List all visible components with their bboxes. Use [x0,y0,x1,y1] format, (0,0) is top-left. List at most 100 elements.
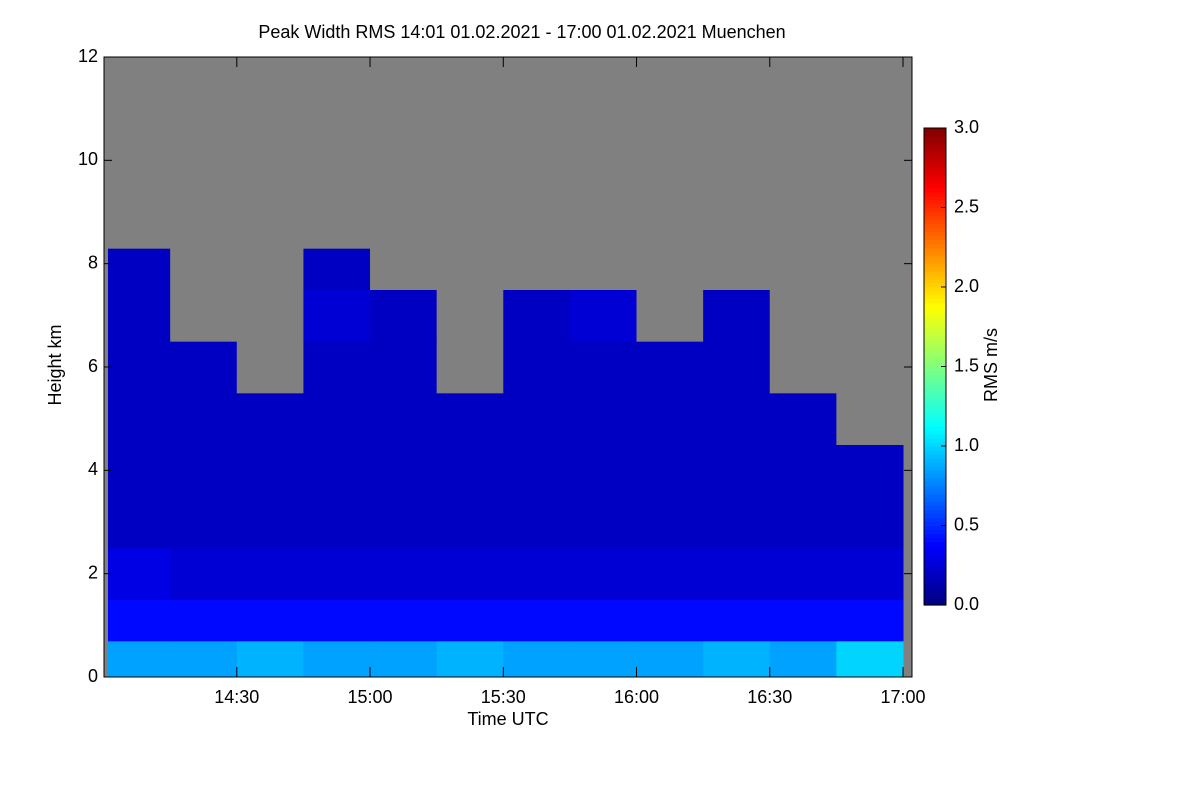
heatmap-cell [636,248,704,290]
x-axis-label: Time UTC [467,709,548,729]
colorbar-tick-label: 3.0 [954,117,979,137]
colorbar-segment [924,239,946,244]
colorbar-segment [924,549,946,554]
colorbar-segment [924,453,946,459]
colorbar-segment [924,545,946,550]
colorbar-segment [924,485,946,491]
heatmap-cell [636,341,704,394]
colorbar-segment [924,414,946,419]
heatmap-cell [170,248,238,290]
heatmap-cell [436,640,504,678]
colorbar-segment [924,589,946,594]
heatmap-cell [703,392,771,445]
colorbar-segment [924,477,946,483]
colorbar-segment [924,569,946,574]
heatmap-cell [108,640,171,678]
heatmap-cell [236,640,304,678]
colorbar-segment [924,235,946,240]
colorbar-segment [924,457,946,463]
colorbar-segment [924,255,946,260]
colorbar-segment [924,370,946,376]
colorbar-segment [924,283,946,288]
colorbar-label: RMS m/s [981,328,1001,402]
colorbar-segment [924,187,946,193]
heatmap-cell [836,599,904,642]
colorbar-segment [924,271,946,276]
heatmap-cell [636,547,704,600]
heatmap-cell [503,496,571,549]
y-tick-label: 6 [88,356,98,376]
colorbar-segment [924,306,946,312]
colorbar-segment [924,442,946,447]
heatmap-cell [170,289,238,342]
heatmap-cell [703,599,771,642]
colorbar-segment [924,302,946,308]
heatmap-cell [503,392,571,445]
colorbar-segment [924,267,946,272]
heatmap-cell [636,57,704,249]
colorbar-segment [924,358,946,364]
colorbar-segment [924,330,946,336]
colorbar-segment [924,438,946,443]
heatmap-cell [370,444,438,497]
colorbar-segment [924,346,946,352]
colorbar-segment [924,223,946,228]
heatmap-cell [503,444,571,497]
colorbar-segment [924,473,946,479]
colorbar-segment [924,179,946,185]
heatmap-cell [303,496,371,549]
colorbar-segment [924,597,946,602]
colorbar-tick-label: 0.5 [954,514,979,534]
heatmap-cell [370,248,438,290]
colorbar-segment [924,601,946,606]
heatmap-cell [836,496,904,549]
heatmap-cell [569,57,638,249]
heatmap-cell [769,444,837,497]
colorbar-segment [924,557,946,562]
colorbar-segment [924,139,946,145]
heatmap-cell [836,289,904,342]
heatmap-cell [836,640,904,678]
colorbar-segment [924,398,946,403]
heatmap-cell [636,289,704,342]
colorbar-segment [924,561,946,566]
x-tick-label: 17:00 [880,687,925,707]
colorbar-segment [924,147,946,153]
colorbar-segment [924,219,946,224]
heatmap-cell [636,599,704,642]
heatmap-cell [236,248,304,290]
heatmap-cell [503,248,571,290]
heatmap-cell [769,341,837,394]
heatmap-cell [436,496,504,549]
colorbar-segment [924,318,946,324]
colorbar-tick-label: 2.5 [954,196,979,216]
colorbar-segment [924,203,946,209]
heatmap-cell [370,640,438,678]
heatmap-cell [836,57,904,249]
x-tick-label: 15:30 [481,687,526,707]
colorbar-segment [924,275,946,280]
colorbar-segment [924,449,946,455]
heatmap-cell [303,547,371,600]
heatmap-cell [569,341,638,394]
colorbar-segment [924,386,946,391]
colorbar-segment [924,509,946,515]
heatmap-cell [303,640,371,678]
heatmap-cell [769,289,837,342]
heatmap-cell [636,496,704,549]
colorbar-segment [924,338,946,344]
colorbar-segment [924,322,946,328]
colorbar-segment [924,489,946,495]
y-tick-label: 12 [78,46,98,66]
colorbar-segment [924,541,946,546]
heatmap-cell [569,444,638,497]
heatmap-cell [769,57,837,249]
x-tick-label: 15:00 [348,687,393,707]
heatmap-cell [303,341,371,394]
colorbar-segment [924,314,946,320]
heatmap-cell [769,547,837,600]
heatmap-cell [836,392,904,445]
colorbar-segment [924,143,946,149]
